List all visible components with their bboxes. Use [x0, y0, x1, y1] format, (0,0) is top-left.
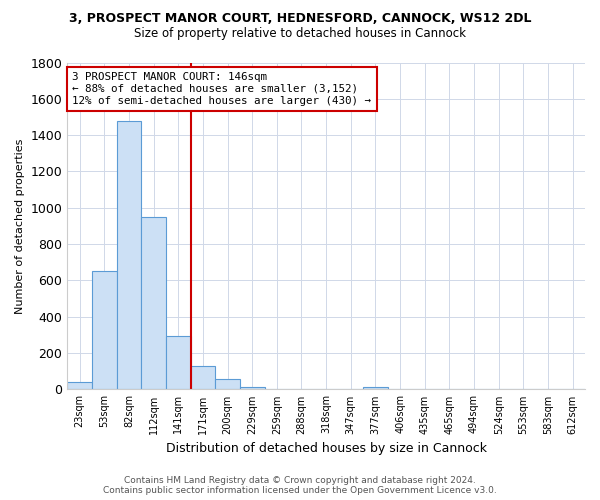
Text: 3 PROSPECT MANOR COURT: 146sqm
← 88% of detached houses are smaller (3,152)
12% : 3 PROSPECT MANOR COURT: 146sqm ← 88% of …	[73, 72, 371, 106]
Bar	[191, 366, 215, 390]
Bar	[141, 217, 166, 390]
Bar	[240, 386, 265, 390]
Bar	[67, 382, 92, 390]
Text: 3, PROSPECT MANOR COURT, HEDNESFORD, CANNOCK, WS12 2DL: 3, PROSPECT MANOR COURT, HEDNESFORD, CAN…	[69, 12, 531, 26]
Bar	[166, 336, 191, 390]
Text: Contains HM Land Registry data © Crown copyright and database right 2024.
Contai: Contains HM Land Registry data © Crown c…	[103, 476, 497, 495]
Bar	[116, 120, 141, 390]
Bar	[215, 378, 240, 390]
Bar	[92, 272, 116, 390]
Y-axis label: Number of detached properties: Number of detached properties	[15, 138, 25, 314]
Text: Size of property relative to detached houses in Cannock: Size of property relative to detached ho…	[134, 28, 466, 40]
X-axis label: Distribution of detached houses by size in Cannock: Distribution of detached houses by size …	[166, 442, 487, 455]
Bar	[265, 388, 289, 390]
Bar	[363, 388, 388, 390]
